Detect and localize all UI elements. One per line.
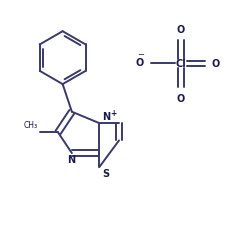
Text: N: N	[102, 112, 110, 122]
Text: S: S	[102, 168, 109, 178]
Text: O: O	[177, 25, 185, 34]
Text: O: O	[136, 58, 144, 68]
Text: O: O	[211, 59, 220, 69]
Text: Cl: Cl	[176, 59, 187, 69]
Text: −: −	[137, 49, 144, 58]
Text: CH₃: CH₃	[23, 120, 37, 129]
Text: N: N	[67, 155, 75, 164]
Text: +: +	[110, 108, 117, 117]
Text: O: O	[177, 94, 185, 104]
